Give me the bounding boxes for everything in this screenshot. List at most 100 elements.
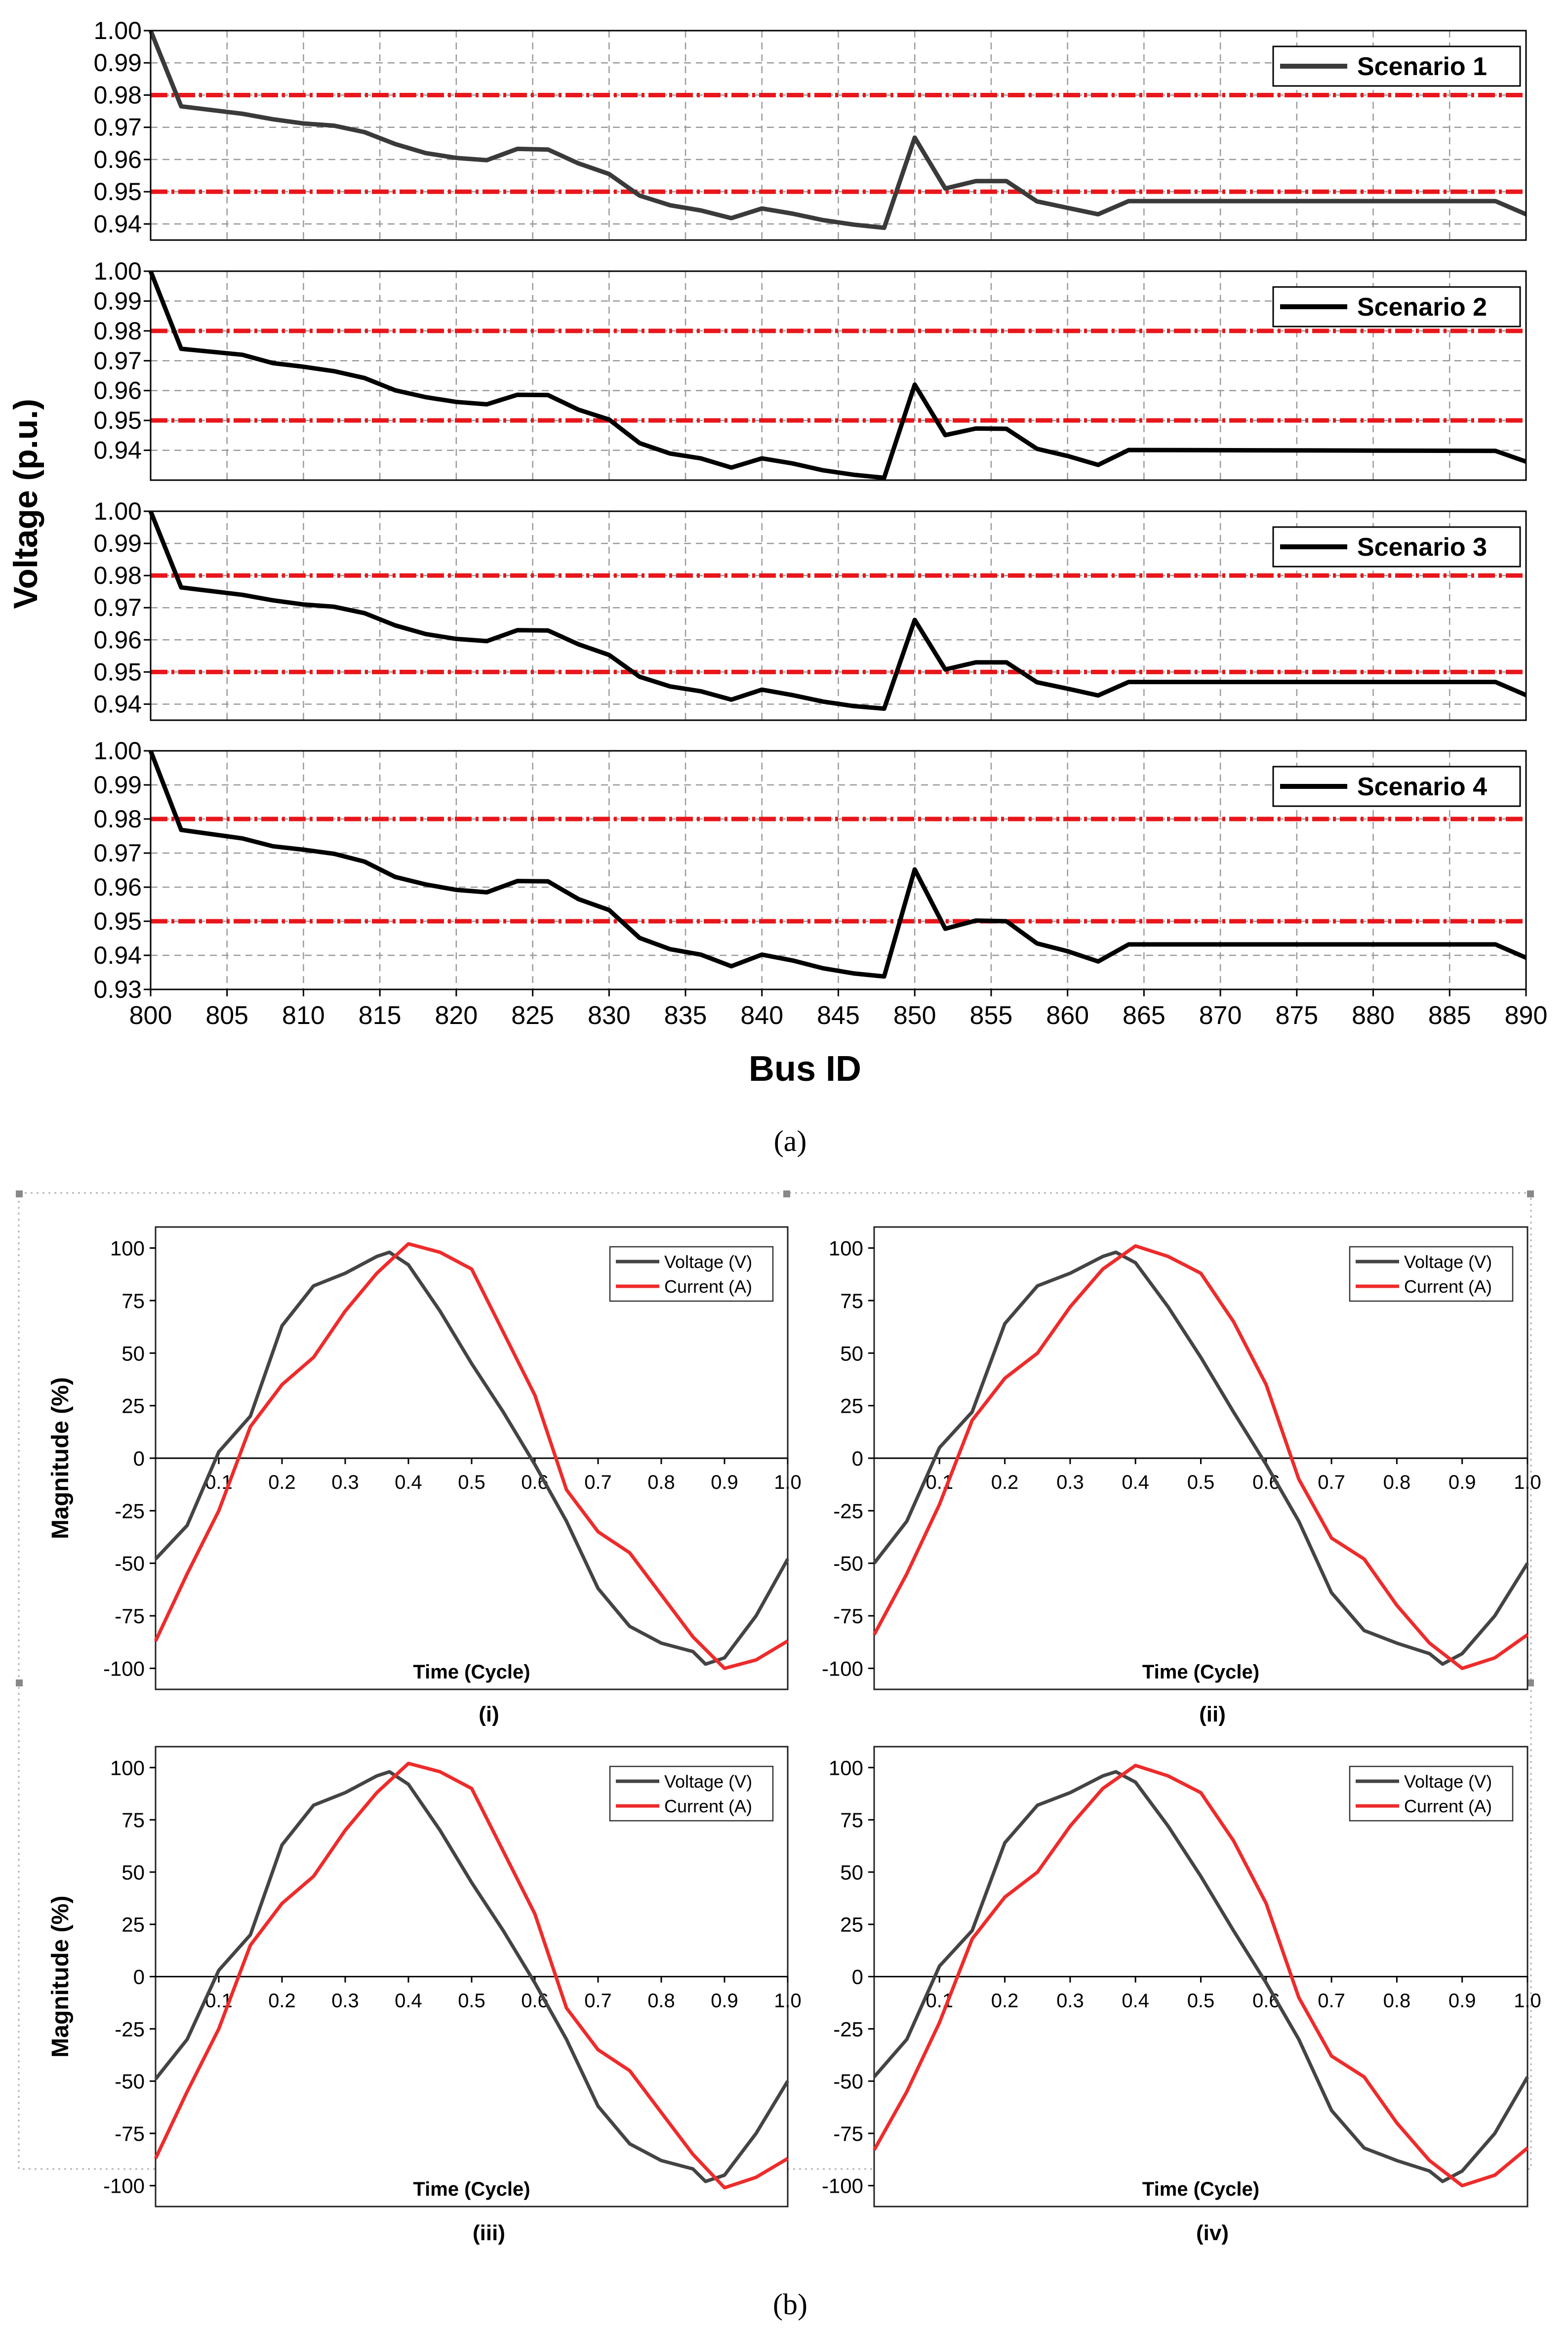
- legend-label: Scenario 3: [1357, 533, 1487, 562]
- x-tick-label: 825: [511, 1001, 554, 1030]
- x-tick-label: 0.7: [584, 1472, 612, 1493]
- x-tick-label: 830: [588, 1001, 631, 1030]
- y-tick-label: -50: [833, 1552, 863, 1575]
- y-tick-label: -100: [103, 1657, 145, 1680]
- x-tick-label: 1.0: [1514, 1472, 1541, 1493]
- y-tick-label: 0.93: [94, 976, 142, 1003]
- x-tick-label: 840: [740, 1001, 783, 1030]
- y-tick-label: -75: [833, 2122, 863, 2145]
- x-axis-title: Time (Cycle): [413, 2178, 530, 2200]
- x-tick-label: 0.8: [647, 1990, 675, 2012]
- x-tick-label: 0.7: [1318, 1472, 1345, 1493]
- subplot-caption: (ii): [1199, 1702, 1226, 1726]
- y-tick-label: 0.99: [94, 49, 142, 77]
- y-tick-label: 0.96: [94, 146, 142, 173]
- y-axis-title: Magnitude (%): [47, 1377, 74, 1539]
- caption-b: (b): [773, 2288, 807, 2321]
- y-tick-label: -100: [822, 1657, 863, 1680]
- subplot-caption: (i): [479, 1702, 499, 1726]
- x-tick-label: 810: [282, 1001, 325, 1030]
- y-tick-label: 0: [852, 1447, 863, 1470]
- legend-box: [1349, 1765, 1514, 1822]
- legend-label: Current (A): [664, 1796, 752, 1816]
- y-axis-title: Magnitude (%): [47, 1896, 74, 2058]
- x-tick-label: 0.4: [395, 1472, 422, 1493]
- legend-label: Scenario 4: [1357, 773, 1487, 801]
- y-tick-label: 0.98: [94, 317, 142, 345]
- subplot-caption: (iii): [473, 2221, 505, 2245]
- voltage-series-line: [148, 750, 1527, 979]
- y-tick-label: 0.99: [94, 771, 142, 799]
- x-tick-label: 0.3: [331, 1472, 359, 1493]
- y-tick-label: -25: [115, 1499, 145, 1522]
- x-tick-label: 850: [893, 1001, 936, 1030]
- x-tick-label: 0.7: [584, 1990, 612, 2012]
- x-tick-label: 0.8: [647, 1472, 675, 1493]
- y-tick-label: -100: [822, 2174, 863, 2198]
- waveform-series-line: [872, 1244, 1529, 1670]
- y-tick-label: 0.95: [94, 658, 142, 686]
- x-tick-label: 0.3: [1056, 1990, 1084, 2012]
- y-tick-label: -50: [115, 1552, 145, 1575]
- y-tick-label: -25: [115, 2017, 145, 2041]
- y-tick-label: -100: [103, 2174, 145, 2198]
- y-tick-label: 50: [121, 1342, 145, 1365]
- y-tick-label: 0.94: [94, 210, 142, 238]
- x-tick-label: 0.7: [1318, 1990, 1345, 2012]
- x-axis-title: Time (Cycle): [1142, 1661, 1259, 1683]
- y-tick-label: 25: [121, 1913, 145, 1936]
- y-tick-label: 50: [121, 1861, 145, 1884]
- x-tick-label: 0.9: [1448, 1990, 1476, 2012]
- waveform-series-line: [154, 1250, 790, 1666]
- x-tick-label: 885: [1428, 1001, 1471, 1030]
- x-tick-label: 0.9: [711, 1990, 738, 2012]
- x-tick-label: 0.4: [1122, 1990, 1149, 2012]
- y-tick-label: 0.96: [94, 873, 142, 901]
- y-tick-label: 100: [110, 1756, 145, 1779]
- y-tick-label: 0: [133, 1965, 145, 1989]
- x-tick-label: 0.4: [395, 1990, 422, 2012]
- subplot-frame: [150, 30, 1527, 241]
- y-tick-label: 0.98: [94, 562, 142, 589]
- y-tick-label: 75: [840, 1289, 863, 1312]
- x-tick-label: 860: [1046, 1001, 1089, 1030]
- legend-label: Voltage (V): [664, 1771, 752, 1792]
- y-tick-label: 0.95: [94, 178, 142, 205]
- y-tick-label: 0.96: [94, 377, 142, 405]
- legend-label: Voltage (V): [1404, 1771, 1492, 1792]
- y-tick-label: 1.00: [94, 17, 142, 44]
- x-tick-label: 0.9: [711, 1472, 738, 1493]
- y-tick-label: 50: [840, 1342, 863, 1365]
- x-tick-label: 875: [1275, 1001, 1318, 1030]
- y-tick-label: 0.96: [94, 626, 142, 654]
- legend-label: Current (A): [664, 1276, 752, 1297]
- frame-handle: [16, 1190, 23, 1197]
- y-tick-label: 100: [110, 1237, 145, 1260]
- voltage-series-line: [148, 270, 1527, 480]
- y-tick-label: 50: [840, 1861, 863, 1884]
- x-tick-label: 0.9: [1448, 1472, 1476, 1493]
- y-tick-label: 0.94: [94, 690, 142, 718]
- x-tick-label: 0.8: [1383, 1990, 1411, 2012]
- y-tick-label: -25: [833, 1499, 863, 1522]
- y-tick-label: 100: [829, 1237, 863, 1260]
- x-tick-label: 0.2: [268, 1472, 296, 1493]
- x-tick-label: 0.4: [1122, 1472, 1149, 1493]
- x-tick-label: 805: [205, 1001, 248, 1030]
- y-tick-label: -50: [833, 2070, 863, 2093]
- waveform-series-line: [873, 1770, 1529, 2183]
- subplot-caption: (iv): [1196, 2221, 1229, 2245]
- y-tick-label: -75: [833, 1604, 863, 1628]
- y-tick-label: 0.97: [94, 594, 142, 621]
- y-tick-label: 0.99: [94, 287, 142, 315]
- legend-box: [1349, 1246, 1514, 1302]
- y-tick-label: -75: [115, 2122, 145, 2145]
- waveform-series-line: [154, 1761, 789, 2190]
- y-tick-label: -75: [115, 1604, 145, 1628]
- y-tick-label: 0.98: [94, 805, 142, 833]
- legend-label: Current (A): [1404, 1276, 1492, 1297]
- subplot-frame: [150, 270, 1527, 481]
- x-tick-label: 0.5: [1187, 1472, 1215, 1493]
- x-tick-label: 0.3: [1056, 1472, 1084, 1493]
